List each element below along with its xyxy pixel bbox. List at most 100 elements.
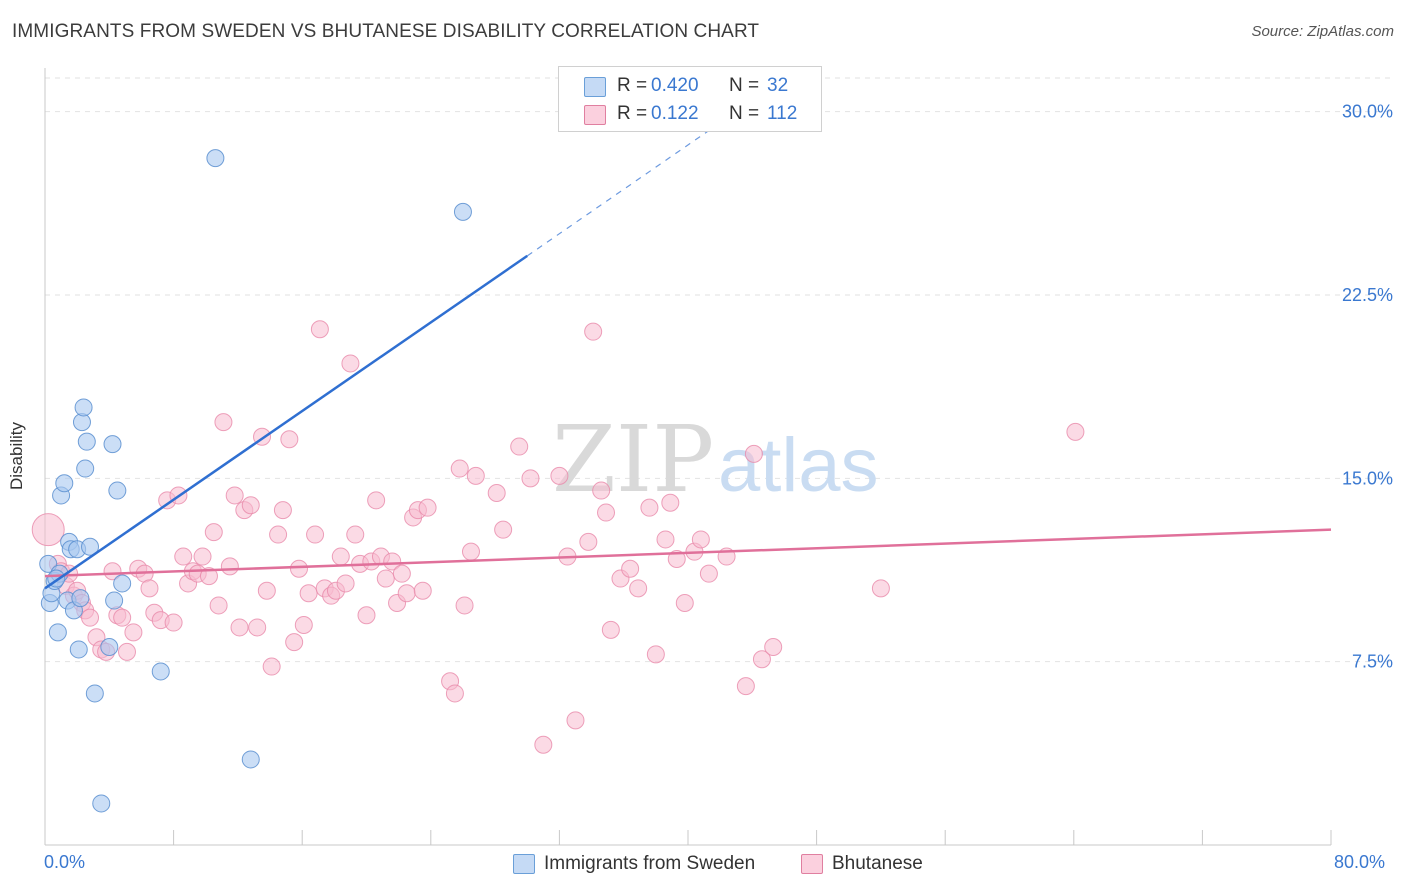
bhutanese-point — [357, 606, 376, 625]
bhutanese-trend-line — [44, 528, 1332, 578]
bhutanese-point — [466, 466, 485, 485]
legend-row-bhutanese: R = 0.122 N = 112 — [559, 100, 821, 130]
bhutanese-point — [225, 486, 244, 505]
bhutanese-point — [601, 620, 620, 639]
bhutanese-point — [450, 459, 469, 478]
legend-swatch-bhutanese — [801, 854, 823, 874]
trend-lines — [44, 111, 1332, 590]
bhutanese-point — [584, 322, 603, 341]
bhutanese-point — [299, 584, 318, 603]
bhutanese-point — [667, 550, 686, 568]
sweden-point — [81, 537, 100, 556]
sweden-point — [108, 481, 127, 500]
x-tick-label-min: 0.0% — [44, 852, 86, 872]
bhutanese-point — [871, 579, 890, 598]
bhutanese-point — [675, 594, 694, 612]
bhutanese-point — [164, 613, 183, 632]
sweden-points — [39, 149, 472, 813]
bhutanese-point — [621, 559, 640, 578]
bhutanese-point — [592, 481, 611, 500]
bhutanese-point — [461, 542, 480, 561]
bhutanese-point — [640, 498, 659, 517]
bhutanese-point — [273, 501, 292, 520]
legend-n-label: N = — [729, 103, 760, 124]
bhutanese-point — [597, 503, 616, 522]
legend-r-label: R = — [617, 103, 648, 124]
legend-r-value: 0.420 — [651, 75, 699, 96]
legend-n-value: 112 — [767, 103, 798, 124]
y-tick-labels: 7.5% 15.0% 22.5% 30.0% — [1342, 102, 1393, 672]
legend-n-label: N = — [729, 75, 760, 96]
bhutanese-point — [269, 525, 288, 544]
bhutanese-point — [248, 618, 267, 637]
bhutanese-point — [140, 579, 159, 598]
bhutanese-point — [764, 638, 783, 656]
bhutanese-point — [209, 596, 228, 615]
bhutanese-point — [521, 469, 540, 488]
bhutanese-point — [510, 437, 529, 456]
watermark: ZIP atlas — [552, 406, 879, 513]
sweden-point — [453, 202, 472, 221]
bhutanese-point — [214, 413, 233, 432]
bhutanese-point — [285, 633, 304, 652]
sweden-point — [151, 662, 170, 681]
sweden-point — [206, 149, 225, 168]
watermark-atlas: atlas — [718, 423, 879, 508]
sweden-point — [113, 574, 132, 593]
bhutanese-point — [736, 677, 755, 696]
y-axis-label: Disability — [7, 421, 26, 491]
legend-label-sweden: Immigrants from Sweden — [544, 853, 756, 874]
bhutanese-point — [445, 684, 464, 703]
sweden-point — [105, 591, 124, 610]
bhutanese-point — [257, 581, 276, 600]
bhutanese-point — [117, 642, 136, 661]
bhutanese-point — [81, 608, 100, 627]
bhutanese-point — [199, 567, 218, 586]
sweden-point — [74, 398, 93, 417]
bhutanese-point — [418, 498, 437, 517]
legend-r-value: 0.122 — [651, 103, 699, 124]
bhutanese-point — [230, 618, 249, 637]
bhutanese-point — [331, 547, 350, 566]
bhutanese-point — [383, 552, 402, 571]
x-tick-label-max: 80.0% — [1334, 852, 1386, 872]
bhutanese-point — [566, 711, 585, 730]
bhutanese-point — [174, 547, 193, 566]
bhutanese-point — [103, 562, 122, 581]
bhutanese-point — [752, 650, 771, 669]
sweden-point — [241, 750, 260, 769]
sweden-point — [100, 638, 119, 656]
bhutanese-point — [550, 466, 569, 485]
bhutanese-points — [31, 320, 1085, 754]
bhutanese-point — [204, 523, 223, 542]
bhutanese-point — [346, 525, 365, 544]
bhutanese-point — [699, 564, 718, 583]
chart-title: IMMIGRANTS FROM SWEDEN VS BHUTANESE DISA… — [12, 21, 760, 42]
correlation-legend: R = 0.420 N = 32 R = 0.122 N = 112 — [558, 66, 822, 132]
sweden-point — [77, 432, 96, 451]
watermark-zip: ZIP — [552, 406, 714, 513]
bhutanese-point — [193, 547, 212, 566]
bhutanese-point — [262, 657, 281, 676]
bhutanese-point — [280, 430, 299, 449]
legend-row-sweden: R = 0.420 N = 32 — [559, 72, 821, 102]
bhutanese-point — [534, 735, 553, 754]
source-credit: Source: ZipAtlas.com — [1251, 23, 1394, 40]
bhutanese-point — [367, 491, 386, 510]
sweden-point — [76, 459, 95, 478]
y-tick-label: 30.0% — [1342, 102, 1393, 122]
bhutanese-point — [579, 532, 598, 551]
legend-n-value: 32 — [767, 75, 789, 96]
bhutanese-point — [656, 530, 675, 549]
legend-swatch-bhutanese — [584, 105, 606, 125]
bhutanese-point — [376, 569, 395, 588]
axes — [44, 68, 1332, 846]
bhutanese-point — [31, 513, 65, 547]
bhutanese-point — [661, 493, 680, 512]
bhutanese-point — [629, 579, 648, 598]
y-tick-label: 22.5% — [1342, 285, 1393, 305]
bhutanese-point — [336, 574, 355, 593]
bhutanese-point — [220, 557, 239, 576]
bhutanese-point — [341, 354, 360, 373]
